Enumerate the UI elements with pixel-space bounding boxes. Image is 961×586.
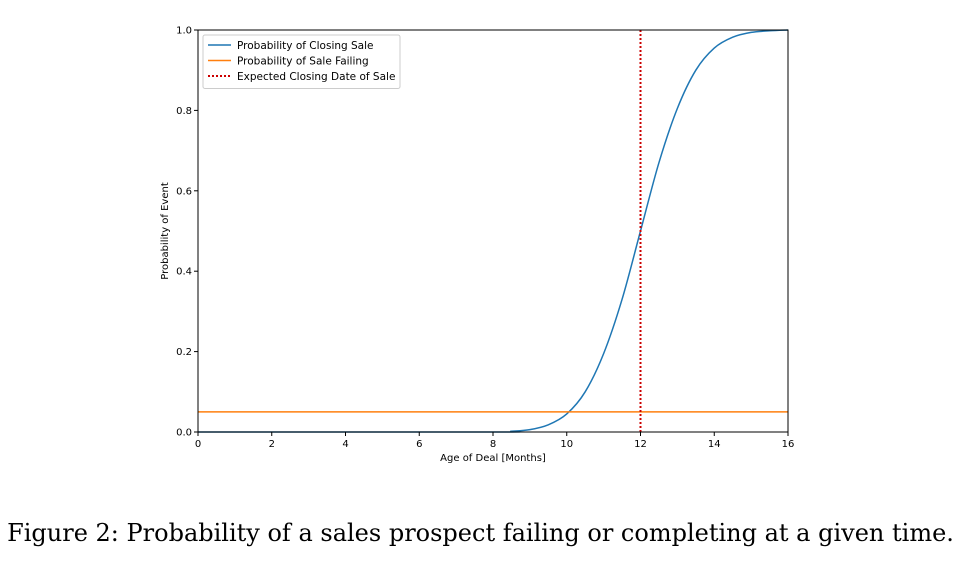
y-tick-label: 0.4 bbox=[176, 267, 192, 278]
figure-caption: Figure 2: Probability of a sales prospec… bbox=[7, 519, 954, 547]
legend-label: Probability of Closing Sale bbox=[237, 40, 374, 52]
x-tick-label: 2 bbox=[269, 439, 275, 450]
series-probability-of-closing-sale bbox=[197, 29, 789, 433]
plot-frame bbox=[197, 29, 789, 433]
y-tick-label: 0.6 bbox=[176, 186, 192, 197]
y-tick-label: 0.2 bbox=[176, 347, 192, 358]
x-tick-label: 6 bbox=[416, 439, 422, 450]
legend-box bbox=[202, 34, 401, 89]
y-axis: 0.0 0.2 0.4 0.6 0.8 1.0 bbox=[176, 26, 198, 439]
legend-label: Expected Closing Date of Sale bbox=[237, 71, 395, 83]
x-tick-label: 8 bbox=[490, 439, 496, 450]
x-tick-label: 10 bbox=[560, 439, 573, 450]
x-axis-label: Age of Deal [Months] bbox=[440, 453, 546, 464]
y-tick-label: 0.0 bbox=[176, 428, 192, 439]
x-tick-label: 16 bbox=[782, 439, 795, 450]
x-tick-label: 14 bbox=[708, 439, 721, 450]
y-tick-label: 1.0 bbox=[176, 26, 192, 37]
x-tick-label: 0 bbox=[195, 439, 201, 450]
x-axis: 0 2 4 6 8 10 12 14 16 bbox=[195, 432, 795, 450]
x-tick-label: 12 bbox=[634, 439, 647, 450]
legend-label: Probability of Sale Failing bbox=[237, 55, 369, 67]
y-axis-label: Probability of Event bbox=[160, 182, 171, 280]
y-tick-label: 0.8 bbox=[176, 106, 192, 117]
legend: Probability of Closing Sale Probability o… bbox=[202, 34, 401, 89]
x-tick-label: 4 bbox=[342, 439, 348, 450]
series-layer bbox=[197, 29, 789, 433]
